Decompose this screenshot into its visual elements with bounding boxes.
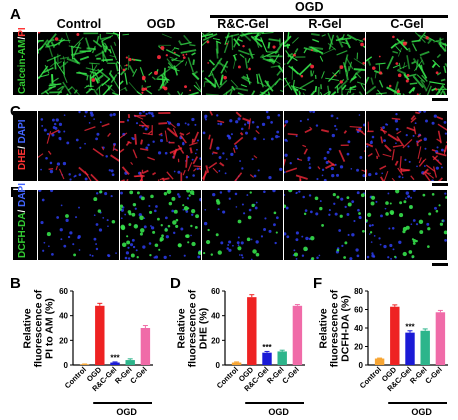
chart-b: 0 20 40 60 Control OGD R&C-Gel *** R-Gel C-Gel OGD bbox=[55, 285, 160, 418]
panel-letter-b: B bbox=[10, 275, 21, 292]
bar bbox=[390, 306, 400, 365]
row-label-calcein-pi: Calcein-AM/PI bbox=[17, 27, 28, 94]
row-label-dcfh: DCFH-DA bbox=[17, 212, 28, 258]
y-tick-label: 0 bbox=[216, 361, 221, 370]
y-tick-label: 40 bbox=[354, 324, 363, 333]
chart-d: 0 20 40 60 Control OGD R&C-Gel *** R-Gel C-Gel OGD bbox=[207, 285, 312, 418]
panel-letter-d: D bbox=[170, 275, 181, 292]
y-tick-label: 40 bbox=[211, 312, 220, 321]
y-tick-label: 20 bbox=[354, 343, 363, 352]
row-label-strip-c bbox=[13, 111, 37, 181]
x-tick-label: C-Gel bbox=[423, 365, 444, 386]
panel-letter-a: A bbox=[10, 6, 21, 23]
group-header-bracket bbox=[210, 15, 448, 18]
micrograph-tile bbox=[366, 190, 447, 260]
micrograph-tile bbox=[120, 190, 201, 260]
x-tick-label: C-Gel bbox=[128, 365, 149, 386]
chart-d-ylabel: Relative fluorescence of DHE (%) bbox=[175, 264, 210, 394]
bar bbox=[95, 305, 105, 365]
bar bbox=[110, 362, 120, 365]
row-label-slash: / bbox=[17, 143, 28, 149]
bar bbox=[140, 328, 151, 365]
micrograph-tile bbox=[120, 111, 201, 181]
bar bbox=[277, 351, 287, 365]
row-label-calcein: Calcein-AM bbox=[17, 39, 28, 94]
micrograph-tile bbox=[366, 32, 447, 95]
y-tick-label: 20 bbox=[211, 336, 220, 345]
micrograph-tile bbox=[38, 32, 119, 95]
group-label: OGD bbox=[411, 407, 432, 417]
bar bbox=[231, 362, 242, 365]
row-label-strip-e bbox=[13, 190, 37, 260]
group-header-ogd: OGD bbox=[295, 0, 324, 14]
chart-d-ylabel-text: Relative fluorescence of DHE (%) bbox=[175, 289, 210, 368]
micrograph-tile bbox=[284, 190, 365, 260]
scale-bar-a bbox=[432, 98, 448, 101]
chart-f-ylabel: Relative fluorescence of DCFH-DA (%) bbox=[317, 264, 352, 394]
micrograph-tile bbox=[284, 32, 365, 95]
y-tick-label: 80 bbox=[354, 287, 363, 296]
bar bbox=[420, 330, 430, 365]
group-label: OGD bbox=[268, 407, 289, 417]
row-label-dcfh-dapi: DCFH-DA/ DAPI bbox=[17, 183, 28, 258]
row-label-dapi: DAPI bbox=[17, 119, 28, 144]
chart-b-ylabel-text: Relative fluorescence of PI to AM (%) bbox=[21, 289, 56, 368]
significance-marker: *** bbox=[110, 353, 120, 362]
group-label: OGD bbox=[116, 407, 137, 417]
micrograph-tile bbox=[120, 32, 201, 95]
y-tick-label: 40 bbox=[59, 312, 68, 321]
column-header-control: Control bbox=[56, 17, 102, 31]
micrograph-tile bbox=[202, 190, 283, 260]
bar bbox=[374, 358, 385, 365]
scale-bar-c bbox=[432, 183, 448, 186]
chart-b-ylabel: Relative fluorescence of PI to AM (%) bbox=[21, 264, 56, 394]
column-header-c-gel: C-Gel bbox=[390, 17, 424, 31]
scale-bar-e bbox=[432, 263, 448, 266]
micrograph-tile bbox=[202, 32, 283, 95]
y-tick-label: 60 bbox=[211, 287, 220, 296]
panel-letter-f: F bbox=[313, 275, 323, 292]
column-header-r-gel: R-Gel bbox=[308, 17, 342, 31]
significance-marker: *** bbox=[405, 322, 415, 331]
y-tick-label: 0 bbox=[64, 361, 69, 370]
row-label-dapi: DAPI bbox=[17, 182, 28, 207]
micrograph-tile bbox=[366, 111, 447, 181]
row-label-slash: / bbox=[17, 206, 28, 213]
bar bbox=[405, 332, 415, 365]
bar bbox=[262, 352, 272, 365]
y-tick-label: 0 bbox=[359, 361, 364, 370]
row-label-strip-a bbox=[13, 32, 37, 95]
column-header-ogd: OGD bbox=[146, 17, 176, 31]
row-label-dhe: DHE bbox=[17, 148, 28, 170]
chart-svg: 020406080ControlOGDR&C-Gel***R-GelC-GelO… bbox=[354, 287, 448, 417]
micrograph-tile bbox=[202, 111, 283, 181]
x-tick-label: C-Gel bbox=[280, 365, 301, 386]
y-tick-label: 60 bbox=[59, 287, 68, 296]
bar bbox=[435, 312, 446, 365]
micrograph-tile bbox=[284, 111, 365, 181]
y-tick-label: 20 bbox=[59, 336, 68, 345]
y-tick-label: 60 bbox=[354, 306, 363, 315]
bar bbox=[79, 364, 90, 365]
column-header-rc-gel: R&C-Gel bbox=[217, 17, 269, 31]
chart-f: 0 20 40 60 80 Control OGD R&C-Gel *** R-Gel C-Gel O… bbox=[350, 285, 455, 418]
row-label-slash: / bbox=[17, 36, 28, 40]
bar bbox=[292, 305, 303, 365]
significance-marker: *** bbox=[262, 343, 272, 352]
chart-f-ylabel-text: Relative fluorescence of DCFH-DA (%) bbox=[317, 289, 352, 368]
row-label-dhe-dapi: DHE/ DAPI bbox=[17, 119, 28, 170]
row-label-pi: PI bbox=[17, 27, 28, 37]
bar bbox=[247, 297, 257, 365]
micrograph-tile bbox=[38, 190, 119, 260]
bar bbox=[125, 360, 135, 365]
micrograph-tile bbox=[38, 111, 119, 181]
